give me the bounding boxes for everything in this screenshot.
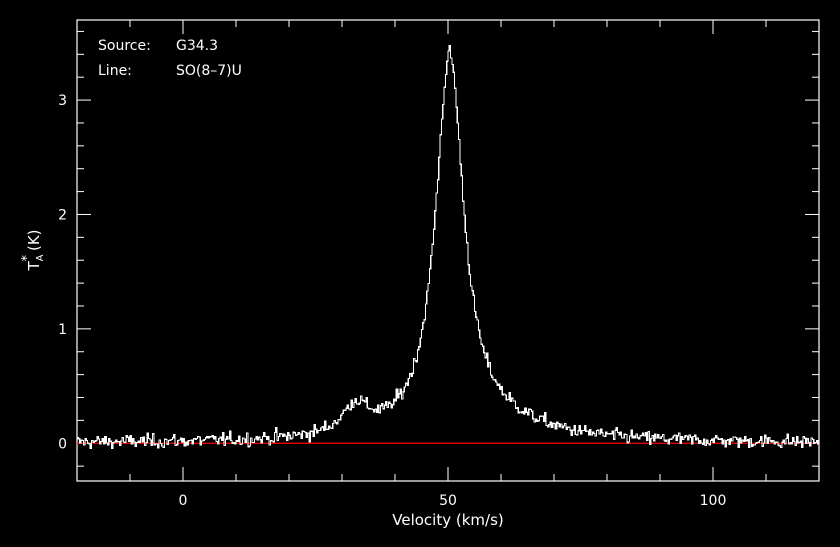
x-axis-label: Velocity (km/s) [392,511,503,529]
y-tick-label: 2 [58,207,67,223]
y-tick-label: 0 [58,436,67,452]
y-tick-label: 3 [58,93,67,109]
y-axis-label-unit: (K) [25,229,43,251]
y-axis-label-superscript: * [20,255,35,262]
x-tick-label: 100 [700,493,727,509]
spectrum-line [77,45,820,450]
x-tick-label: 50 [439,493,457,509]
y-axis-label-subscript: A [35,254,46,261]
annotation-source-label: Source: [98,38,151,54]
annotation-line-label: Line: [98,63,132,79]
y-tick-label: 1 [58,322,67,338]
annotation-source-value: G34.3 [176,38,218,54]
svg-text:TA*(K): TA* (K) [20,229,46,271]
legend-annotations: Source: G34.3 Line: SO(8–7)U [98,38,242,79]
x-tick-label: 0 [179,493,188,509]
y-axis-label-main: T [25,261,43,272]
y-axis-label: TA* (K) [20,229,46,271]
annotation-line-value: SO(8–7)U [176,63,242,79]
